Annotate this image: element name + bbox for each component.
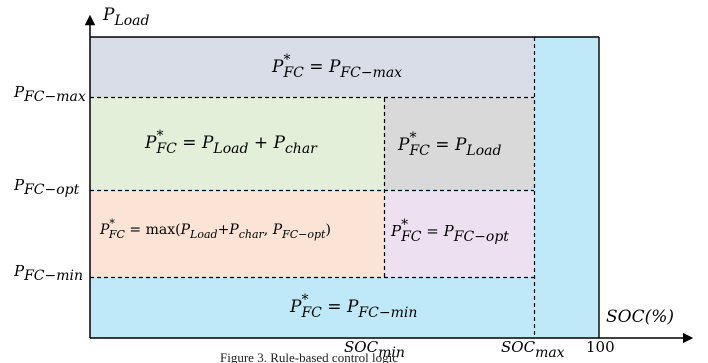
eq-top: P* FC = PFC−max [271,52,402,81]
region-low-right-fill [384,191,534,277]
y-axis-label: PLoad [102,5,150,29]
figure-caption: Figure 3. Rule-based control logic [220,350,398,363]
y-tick-fc-max: PFC−max [13,83,86,105]
y-tick-fc-min: PFC−min [13,262,83,284]
eq-low-left: P* FC = max(PLoad+Pchar, PFC−opt) [99,217,331,241]
region-mid-right-fill [384,98,534,190]
x-tick-soc-min: SOCmin [344,338,405,361]
region-low-left-fill [90,191,384,277]
x-tick-soc-max: SOCmax [501,338,565,361]
x-tick-100: 100 [586,338,615,356]
region-mid-left-fill [90,98,384,190]
eq-mid-right: P* FC = PLoad [397,130,501,159]
dashed-boundaries [90,37,536,338]
region-top-fill [90,37,534,97]
eq-bottom: P* FC = PFC−min [289,292,417,321]
x-axis-label: SOC(%) [606,307,674,327]
eq-mid-left: P* FC = PLoad + Pchar [144,128,318,157]
eq-low-right: P* FC = PFC−opt [390,217,509,245]
y-tick-fc-opt: PFC−opt [13,176,80,198]
